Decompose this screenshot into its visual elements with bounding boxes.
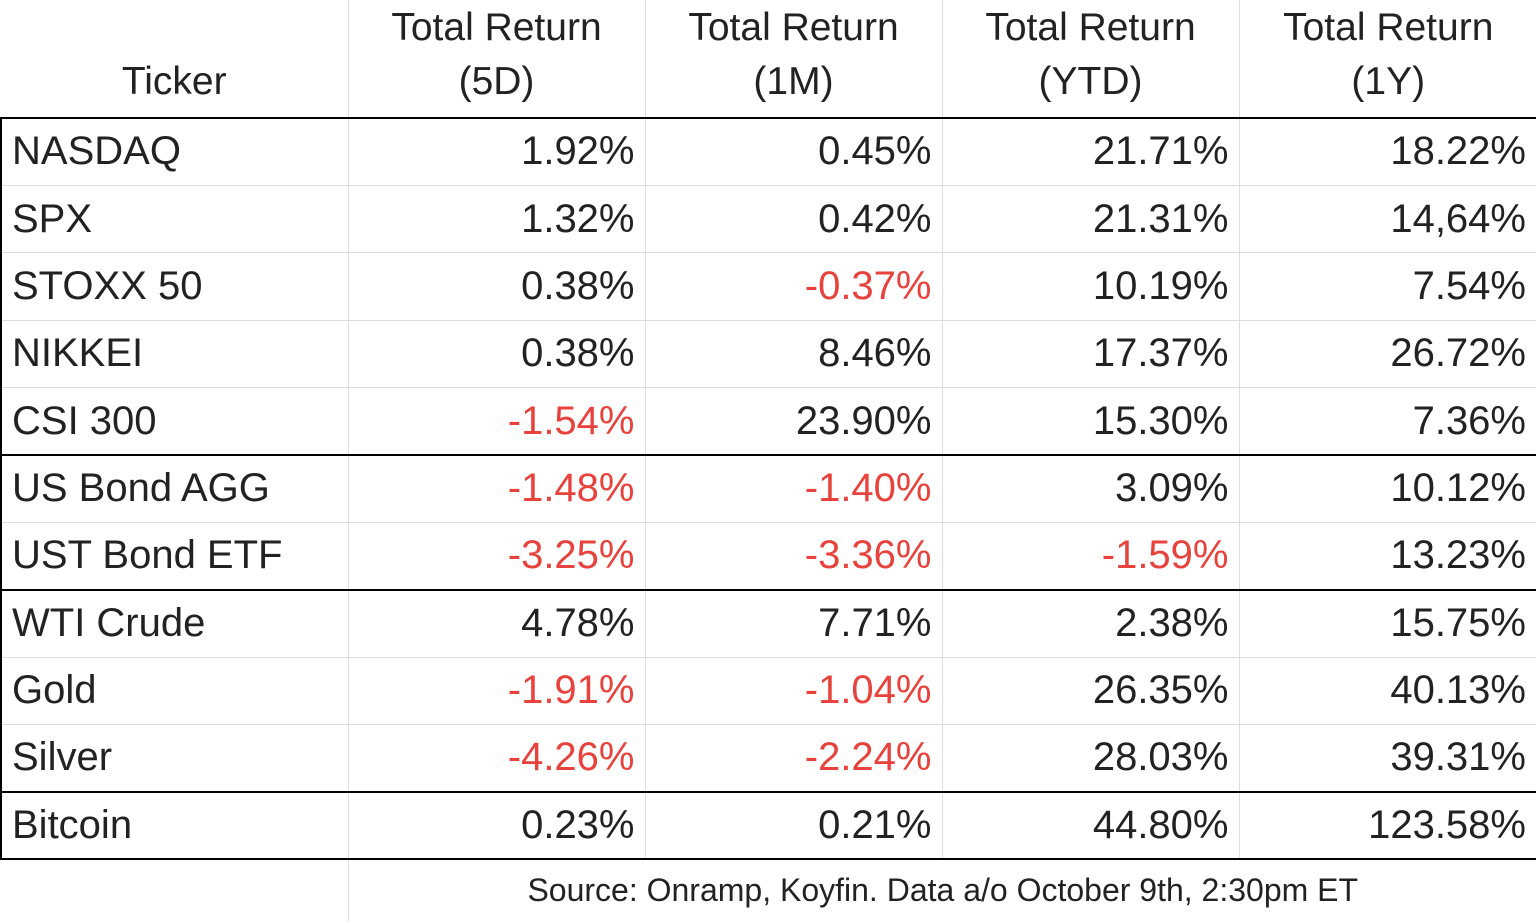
- ticker-cell: UST Bond ETF: [0, 522, 348, 591]
- return-cell: 21.71%: [941, 118, 1239, 186]
- return-cell: 4.78%: [347, 589, 645, 658]
- return-cell: 10.19%: [941, 252, 1239, 321]
- return-cell: 0.21%: [644, 791, 942, 861]
- return-cell: -1.91%: [347, 657, 645, 726]
- ticker-cell: SPX: [0, 185, 348, 254]
- return-cell: -4.26%: [347, 724, 645, 793]
- return-cell: 44.80%: [941, 791, 1239, 861]
- table-row: UST Bond ETF -3.25% -3.36% -1.59% 13.23%: [0, 522, 1536, 591]
- return-cell: 3.09%: [941, 454, 1239, 523]
- return-cell: 0.38%: [347, 320, 645, 389]
- table-row: Silver -4.26% -2.24% 28.03% 39.31%: [0, 724, 1536, 793]
- return-cell: 0.42%: [644, 185, 942, 254]
- return-cell: 10.12%: [1238, 454, 1536, 523]
- return-cell: -2.24%: [644, 724, 942, 793]
- return-cell: 15.75%: [1238, 589, 1536, 658]
- header-cell: Total Return (1M): [644, 0, 942, 118]
- table-row: Bitcoin 0.23% 0.21% 44.80% 123.58%: [0, 791, 1536, 861]
- ticker-cell: Silver: [0, 724, 348, 793]
- header-cell: Total Return (YTD): [941, 0, 1239, 118]
- return-cell: 28.03%: [941, 724, 1239, 793]
- return-cell: 123.58%: [1238, 791, 1536, 861]
- return-cell: 0.38%: [347, 252, 645, 321]
- ticker-cell: NASDAQ: [0, 118, 348, 186]
- return-cell: 26.72%: [1238, 320, 1536, 389]
- return-cell: -3.25%: [347, 522, 645, 591]
- footer-row: Source: Onramp, Koyfin. Data a/o October…: [1, 859, 1536, 922]
- table-row: US Bond AGG -1.48% -1.40% 3.09% 10.12%: [0, 454, 1536, 523]
- blank-cell: [1, 859, 348, 921]
- return-cell: 15.30%: [941, 387, 1239, 456]
- return-cell: 1.32%: [347, 185, 645, 254]
- return-cell: 40.13%: [1238, 657, 1536, 726]
- return-cell: 18.22%: [1238, 118, 1536, 186]
- table-row: Gold -1.91% -1.04% 26.35% 40.13%: [0, 657, 1536, 726]
- table-row: NASDAQ 1.92% 0.45% 21.71% 18.22%: [0, 118, 1536, 186]
- return-cell: -3.36%: [644, 522, 942, 591]
- return-cell: -1.04%: [644, 657, 942, 726]
- return-cell: -1.48%: [347, 454, 645, 523]
- return-cell: 2.38%: [941, 589, 1239, 658]
- return-cell: 23.90%: [644, 387, 942, 456]
- return-cell: 0.23%: [347, 791, 645, 861]
- return-cell: 21.31%: [941, 185, 1239, 254]
- return-cell: -1.59%: [941, 522, 1239, 591]
- ticker-cell: CSI 300: [0, 387, 348, 456]
- header-cell: Total Return (1Y): [1238, 0, 1536, 118]
- return-cell: 8.46%: [644, 320, 942, 389]
- return-cell: 17.37%: [941, 320, 1239, 389]
- return-cell: 14,64%: [1238, 185, 1536, 254]
- return-cell: 13.23%: [1238, 522, 1536, 591]
- header-cell: Ticker: [121, 60, 227, 103]
- header-row: Ticker Total Return (5D) Total Return (1M)…: [1, 0, 1536, 118]
- return-cell: -1.40%: [644, 454, 942, 523]
- ticker-cell: US Bond AGG: [0, 454, 348, 523]
- source-note: Source: Onramp, Koyfin. Data a/o October…: [347, 859, 1536, 922]
- return-cell: 7.54%: [1238, 252, 1536, 321]
- table-row: SPX 1.32% 0.42% 21.31% 14,64%: [0, 185, 1536, 254]
- table-row: STOXX 50 0.38% -0.37% 10.19% 7.54%: [0, 252, 1536, 321]
- return-cell: 39.31%: [1238, 724, 1536, 793]
- return-cell: 7.36%: [1238, 387, 1536, 456]
- ticker-cell: STOXX 50: [0, 252, 348, 321]
- ticker-cell: WTI Crude: [0, 589, 348, 658]
- table-row: WTI Crude 4.78% 7.71% 2.38% 15.75%: [0, 589, 1536, 658]
- return-cell: 26.35%: [941, 657, 1239, 726]
- ticker-cell: Gold: [0, 657, 348, 726]
- return-cell: -1.54%: [347, 387, 645, 456]
- return-cell: 1.92%: [347, 118, 645, 186]
- ticker-cell: NIKKEI: [0, 320, 348, 389]
- return-cell: 7.71%: [644, 589, 942, 658]
- table-row: NIKKEI 0.38% 8.46% 17.37% 26.72%: [0, 320, 1536, 389]
- ticker-cell: Bitcoin: [0, 791, 348, 861]
- table-row: CSI 300 -1.54% 23.90% 15.30% 7.36%: [0, 387, 1536, 456]
- header-cell: Total Return (5D): [347, 0, 645, 118]
- return-cell: 0.45%: [644, 118, 942, 186]
- return-cell: -0.37%: [644, 252, 942, 321]
